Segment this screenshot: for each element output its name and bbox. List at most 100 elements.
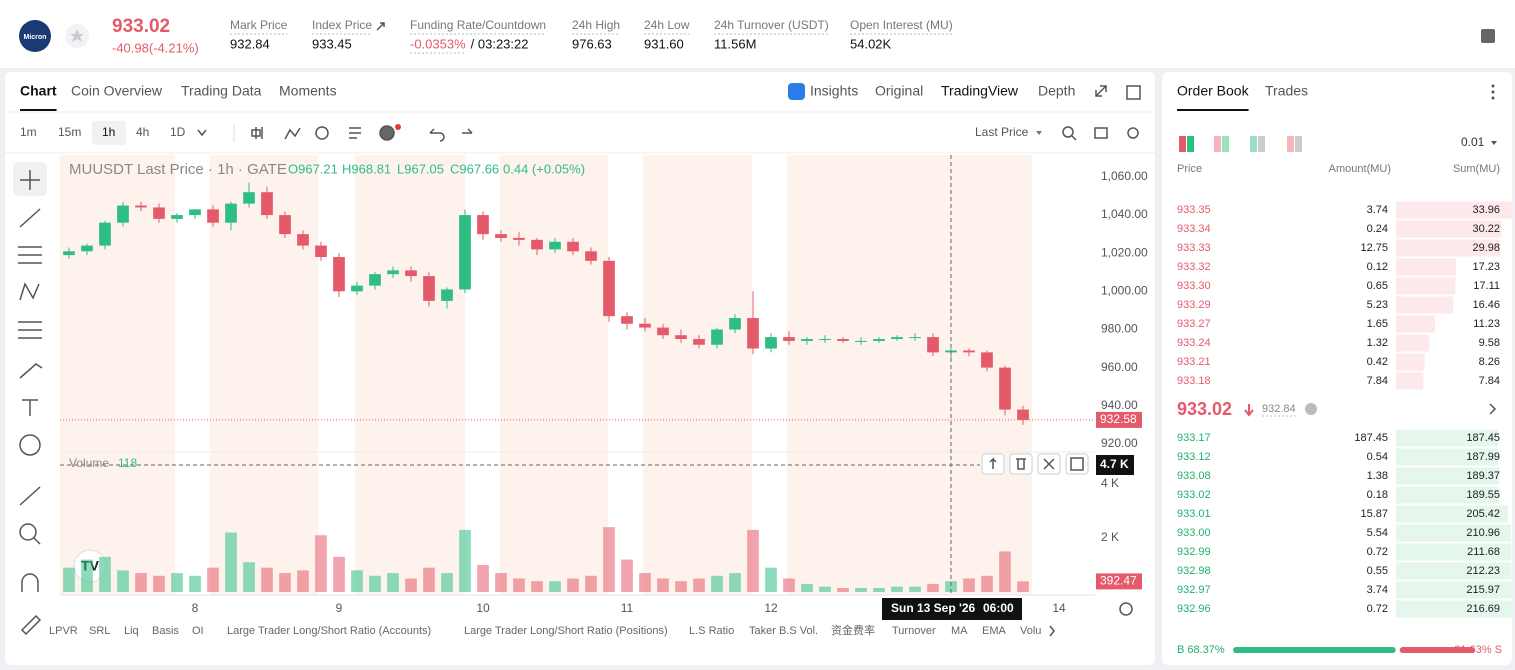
indicator[interactable]: SRL [89,625,110,637]
book-price[interactable]: 933.27 [1177,318,1211,330]
indicator[interactable]: Liq [124,625,139,637]
candle-body [441,289,453,301]
book-price[interactable]: 933.01 [1177,508,1211,520]
dropdown-arrow[interactable] [1036,131,1042,135]
volume-bar [333,556,345,592]
book-price[interactable]: 933.32 [1177,261,1211,273]
book-sum: 215.97 [1466,584,1500,596]
book-price[interactable]: 933.24 [1177,337,1211,349]
book-price[interactable]: 933.00 [1177,527,1211,539]
interval[interactable]: 1m [20,125,37,139]
book-price[interactable]: 933.18 [1177,375,1211,387]
interval-highlight [92,121,126,145]
depth-bar [1396,315,1436,333]
indicator[interactable]: MA [951,625,968,637]
orderbook-tab[interactable]: Order Book [1177,83,1250,99]
y-tick-label: 920.00 [1101,436,1138,450]
indicator[interactable]: Turnover [892,625,936,637]
depth-bar [1396,581,1514,599]
chevron[interactable] [1489,403,1497,415]
toolbar-icons[interactable] [251,125,1139,142]
indicator[interactable]: Basis [152,625,179,637]
tab[interactable]: Coin Overview [71,83,163,99]
volume-bar [891,586,903,592]
view-tab[interactable]: TradingView [941,83,1019,99]
view-tab[interactable]: Insights [810,83,858,99]
book-price[interactable]: 933.12 [1177,451,1211,463]
book-price[interactable]: 933.17 [1177,432,1211,444]
header-panel [0,0,1515,68]
price-change: -40.98(-4.21%) [112,40,199,55]
stat-value: 54.02K [850,36,892,51]
interval[interactable]: 4h [136,125,149,139]
volume-bar [117,570,129,592]
book-price[interactable]: 933.29 [1177,299,1211,311]
stat-label: Open Interest (MU) [850,18,953,32]
view-tab[interactable]: Depth [1038,83,1075,99]
book-amount: 0.72 [1367,603,1388,615]
book-price[interactable]: 933.08 [1177,470,1211,482]
more-icon[interactable] [1491,84,1495,100]
indicator[interactable]: EMA [982,625,1007,637]
indicator[interactable]: L.S Ratio [689,625,734,637]
book-price[interactable]: 932.97 [1177,584,1211,596]
book-price[interactable]: 932.99 [1177,546,1211,558]
stat-label: Index Price [312,18,372,32]
dropdown-arrow[interactable] [1491,141,1497,145]
y-tick-label: 960.00 [1101,360,1138,374]
book-price[interactable]: 933.21 [1177,356,1211,368]
book-price[interactable]: 933.34 [1177,223,1211,235]
indicator[interactable]: Taker B.S Vol. [749,625,818,637]
book-price[interactable]: 933.35 [1177,204,1211,216]
interval[interactable]: 15m [58,125,81,139]
candle-body [621,316,633,324]
orderbook-tab[interactable]: Trades [1265,83,1308,99]
view-tab[interactable]: Original [875,83,923,99]
indicator[interactable]: 资金费率 [831,623,875,637]
volume-bar [657,578,669,592]
y-tick-label: 1,000.00 [1101,284,1148,298]
candle-body [747,318,759,349]
indicator[interactable]: Large Trader Long/Short Ratio (Positions… [464,625,668,637]
book-sum: 205.42 [1466,508,1500,520]
indicator[interactable]: Large Trader Long/Short Ratio (Accounts) [227,625,431,637]
volume-bar [171,573,183,592]
tick-size[interactable]: 0.01 [1461,135,1485,149]
book-price[interactable]: 932.96 [1177,603,1211,615]
indicator[interactable]: LPVR [49,625,78,637]
reset-icon[interactable] [1119,602,1133,616]
book-price[interactable]: 932.98 [1177,565,1211,577]
settings-icon[interactable] [1481,29,1495,43]
col-header: Sum(MU) [1453,163,1500,175]
depth-bar [1396,277,1456,295]
window-icon[interactable] [1126,85,1141,100]
interval[interactable]: 1h [102,125,115,139]
book-price[interactable]: 933.30 [1177,280,1211,292]
book-price[interactable]: 933.02 [1177,489,1211,501]
scroll-arrow[interactable] [1049,625,1055,637]
tab[interactable]: Trading Data [181,83,262,99]
x-tick-label: 8 [192,601,199,615]
interval[interactable]: 1D [170,125,186,139]
volume-bar [315,535,327,592]
col-header: Amount(MU) [1329,163,1391,175]
dropdown-arrow[interactable] [197,129,207,137]
book-price[interactable]: 933.33 [1177,242,1211,254]
crosshair-tools[interactable] [981,453,1089,475]
expand-icon[interactable] [1095,85,1107,97]
depth-icons[interactable] [1179,136,1302,152]
volume-bar [837,587,849,592]
drawing-tools[interactable] [18,170,43,636]
indicator[interactable]: OI [192,625,204,637]
volume-bar [153,575,165,592]
book-sum: 210.96 [1466,527,1500,539]
volume-bar [999,551,1011,592]
volume-bar [729,573,741,592]
indicator[interactable]: Volu [1020,625,1041,637]
tab[interactable]: Moments [279,83,337,99]
book-sum: 189.55 [1466,489,1500,501]
book-sum: 17.23 [1472,261,1500,273]
tab[interactable]: Chart [20,83,57,99]
price-source[interactable]: Last Price [975,125,1029,139]
depth-bar [1396,562,1512,580]
